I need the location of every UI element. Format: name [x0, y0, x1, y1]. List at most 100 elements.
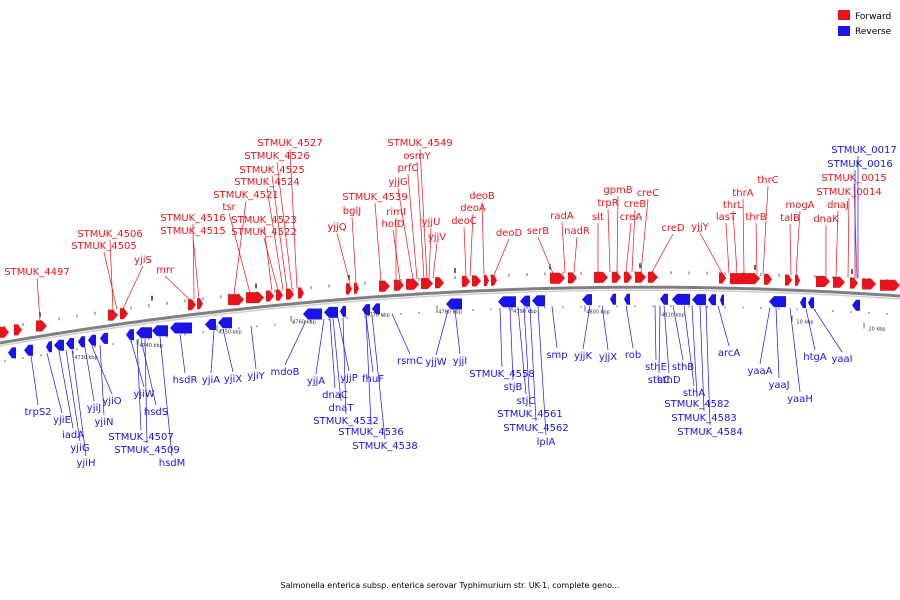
reverse-leader-line: [65, 350, 81, 442]
reverse-leader-line: [509, 307, 514, 381]
reverse-gene-label: yjiH: [77, 458, 96, 469]
coordinate-label: 4750 kbp: [218, 329, 242, 335]
reverse-gene-label: arcA: [718, 348, 741, 359]
forward-leader-line: [263, 237, 279, 291]
forward-leader-line: [263, 225, 273, 291]
forward-gene-label: talB: [780, 213, 800, 224]
forward-leader-line: [103, 251, 118, 310]
legend-forward-swatch: [838, 10, 850, 20]
reverse-gene-label: sthC: [648, 375, 670, 386]
legend-forward-label: Forward: [855, 12, 891, 22]
legend-reverse-swatch: [838, 26, 850, 36]
reverse-gene-arrow-27: [672, 293, 690, 305]
forward-leader-line: [432, 242, 438, 279]
reverse-gene-label: yjiA: [202, 375, 220, 386]
reverse-leader-line: [342, 317, 347, 415]
reverse-leader-line: [329, 318, 336, 389]
reverse-leader-line: [523, 307, 531, 408]
reverse-gene-arrow-14: [303, 308, 322, 320]
reverse-gene-label: yaaJ: [768, 380, 789, 391]
coordinate-label: 4810 kbp: [661, 312, 685, 318]
forward-gene-arrow-33: [764, 273, 772, 285]
reverse-gene-label: yjiN: [95, 417, 114, 428]
forward-leader-line: [789, 223, 792, 276]
forward-leader-line: [493, 238, 510, 276]
forward-gene-label: serB: [527, 226, 549, 237]
forward-gene-label: mogA: [785, 200, 814, 211]
reverse-gene-label: yjjI: [453, 356, 467, 367]
reverse-gene-arrow-9: [136, 327, 152, 339]
forward-leader-line: [469, 213, 474, 277]
forward-leader-line: [755, 222, 758, 274]
reverse-leader-line: [222, 328, 234, 373]
reverse-gene-label: STMUK_4562: [503, 423, 568, 434]
forward-gene-label: dnaJ: [827, 200, 849, 211]
reverse-gene-arrow-20: [498, 296, 516, 308]
forward-leader-line: [351, 216, 357, 284]
reverse-gene-arrow-30: [720, 294, 724, 306]
forward-leader-line: [271, 175, 288, 290]
coordinate-label: 4760 kbp: [292, 320, 316, 326]
forward-gene-arrow-9: [266, 290, 274, 302]
reverse-gene-label: dnaC: [322, 390, 348, 401]
forward-gene-arrow-6: [197, 298, 203, 310]
reverse-gene-arrow-19: [446, 298, 462, 310]
forward-leader-line: [640, 198, 649, 273]
forward-gene-label: STMUK_4506: [77, 229, 142, 240]
reverse-leader-line: [654, 305, 657, 361]
forward-leader-line: [192, 223, 195, 300]
forward-gene-label: STMUK_4505: [71, 241, 136, 252]
forward-leader-line: [631, 209, 636, 273]
reverse-gene-label: STMUK_4583: [671, 413, 736, 424]
forward-leader-line: [266, 187, 284, 290]
reverse-leader-line: [813, 308, 843, 353]
reverse-leader-line: [672, 305, 684, 361]
reverse-gene-label: yaaH: [787, 394, 813, 405]
forward-leader-line: [573, 236, 578, 273]
forward-gene-arrow-7: [228, 294, 244, 306]
reverse-gene-label: STMUK_4507: [108, 432, 173, 443]
reverse-gene-arrow-11: [170, 322, 192, 334]
forward-gene-label: thrL: [723, 200, 743, 211]
reverse-gene-arrow-10: [152, 325, 168, 337]
forward-leader-line: [416, 161, 425, 279]
reverse-gene-label: iadA: [62, 430, 84, 441]
forward-leader-line: [616, 195, 619, 273]
genome-backbone: [0, 285, 900, 345]
reverse-gene-arrow-18: [372, 303, 380, 315]
reverse-gene-label: mdoB: [270, 367, 299, 378]
reverse-gene-label: stjC: [517, 396, 536, 407]
reverse-leader-line: [601, 305, 609, 351]
reverse-leader-line: [775, 307, 780, 379]
reverse-leader-line: [699, 305, 705, 412]
reverse-gene-arrow-2: [46, 341, 52, 353]
reverse-leader-line: [71, 349, 87, 457]
reverse-leader-line: [365, 315, 372, 426]
reverse-gene-arrow-17: [362, 304, 370, 316]
reverse-gene-label: yjiE: [53, 415, 71, 426]
forward-gene-label: deoB: [469, 191, 495, 202]
reverse-leader-line: [144, 338, 148, 444]
reverse-gene-label: sthE: [645, 362, 667, 373]
forward-leader-line: [699, 232, 723, 274]
reverse-leader-line: [130, 340, 145, 388]
forward-leader-line: [228, 212, 251, 294]
forward-gene-label: trpR: [597, 198, 618, 209]
forward-gene-label: rimI: [386, 207, 406, 218]
reverse-gene-label: yjiJ: [87, 403, 101, 414]
forward-gene-label: holD: [382, 219, 405, 230]
forward-gene-arrow-10: [276, 289, 283, 301]
forward-gene-label: thrA: [732, 188, 753, 199]
forward-gene-arrow-0: [0, 326, 9, 338]
forward-gene-arrow-38: [850, 277, 858, 289]
coordinate-label: 20 kbp: [868, 326, 885, 332]
forward-gene-label: osmY: [403, 151, 431, 162]
reverse-gene-label: sthA: [683, 388, 705, 399]
reverse-gene-label: htgA: [803, 352, 827, 363]
reverse-gene-arrow-4: [66, 338, 74, 349]
reverse-gene-label: STMUK_4536: [338, 427, 403, 438]
reverse-gene-label: yjiY: [247, 371, 265, 382]
reverse-gene-label: STMUK_4509: [114, 445, 179, 456]
reverse-leader-line: [551, 306, 558, 349]
